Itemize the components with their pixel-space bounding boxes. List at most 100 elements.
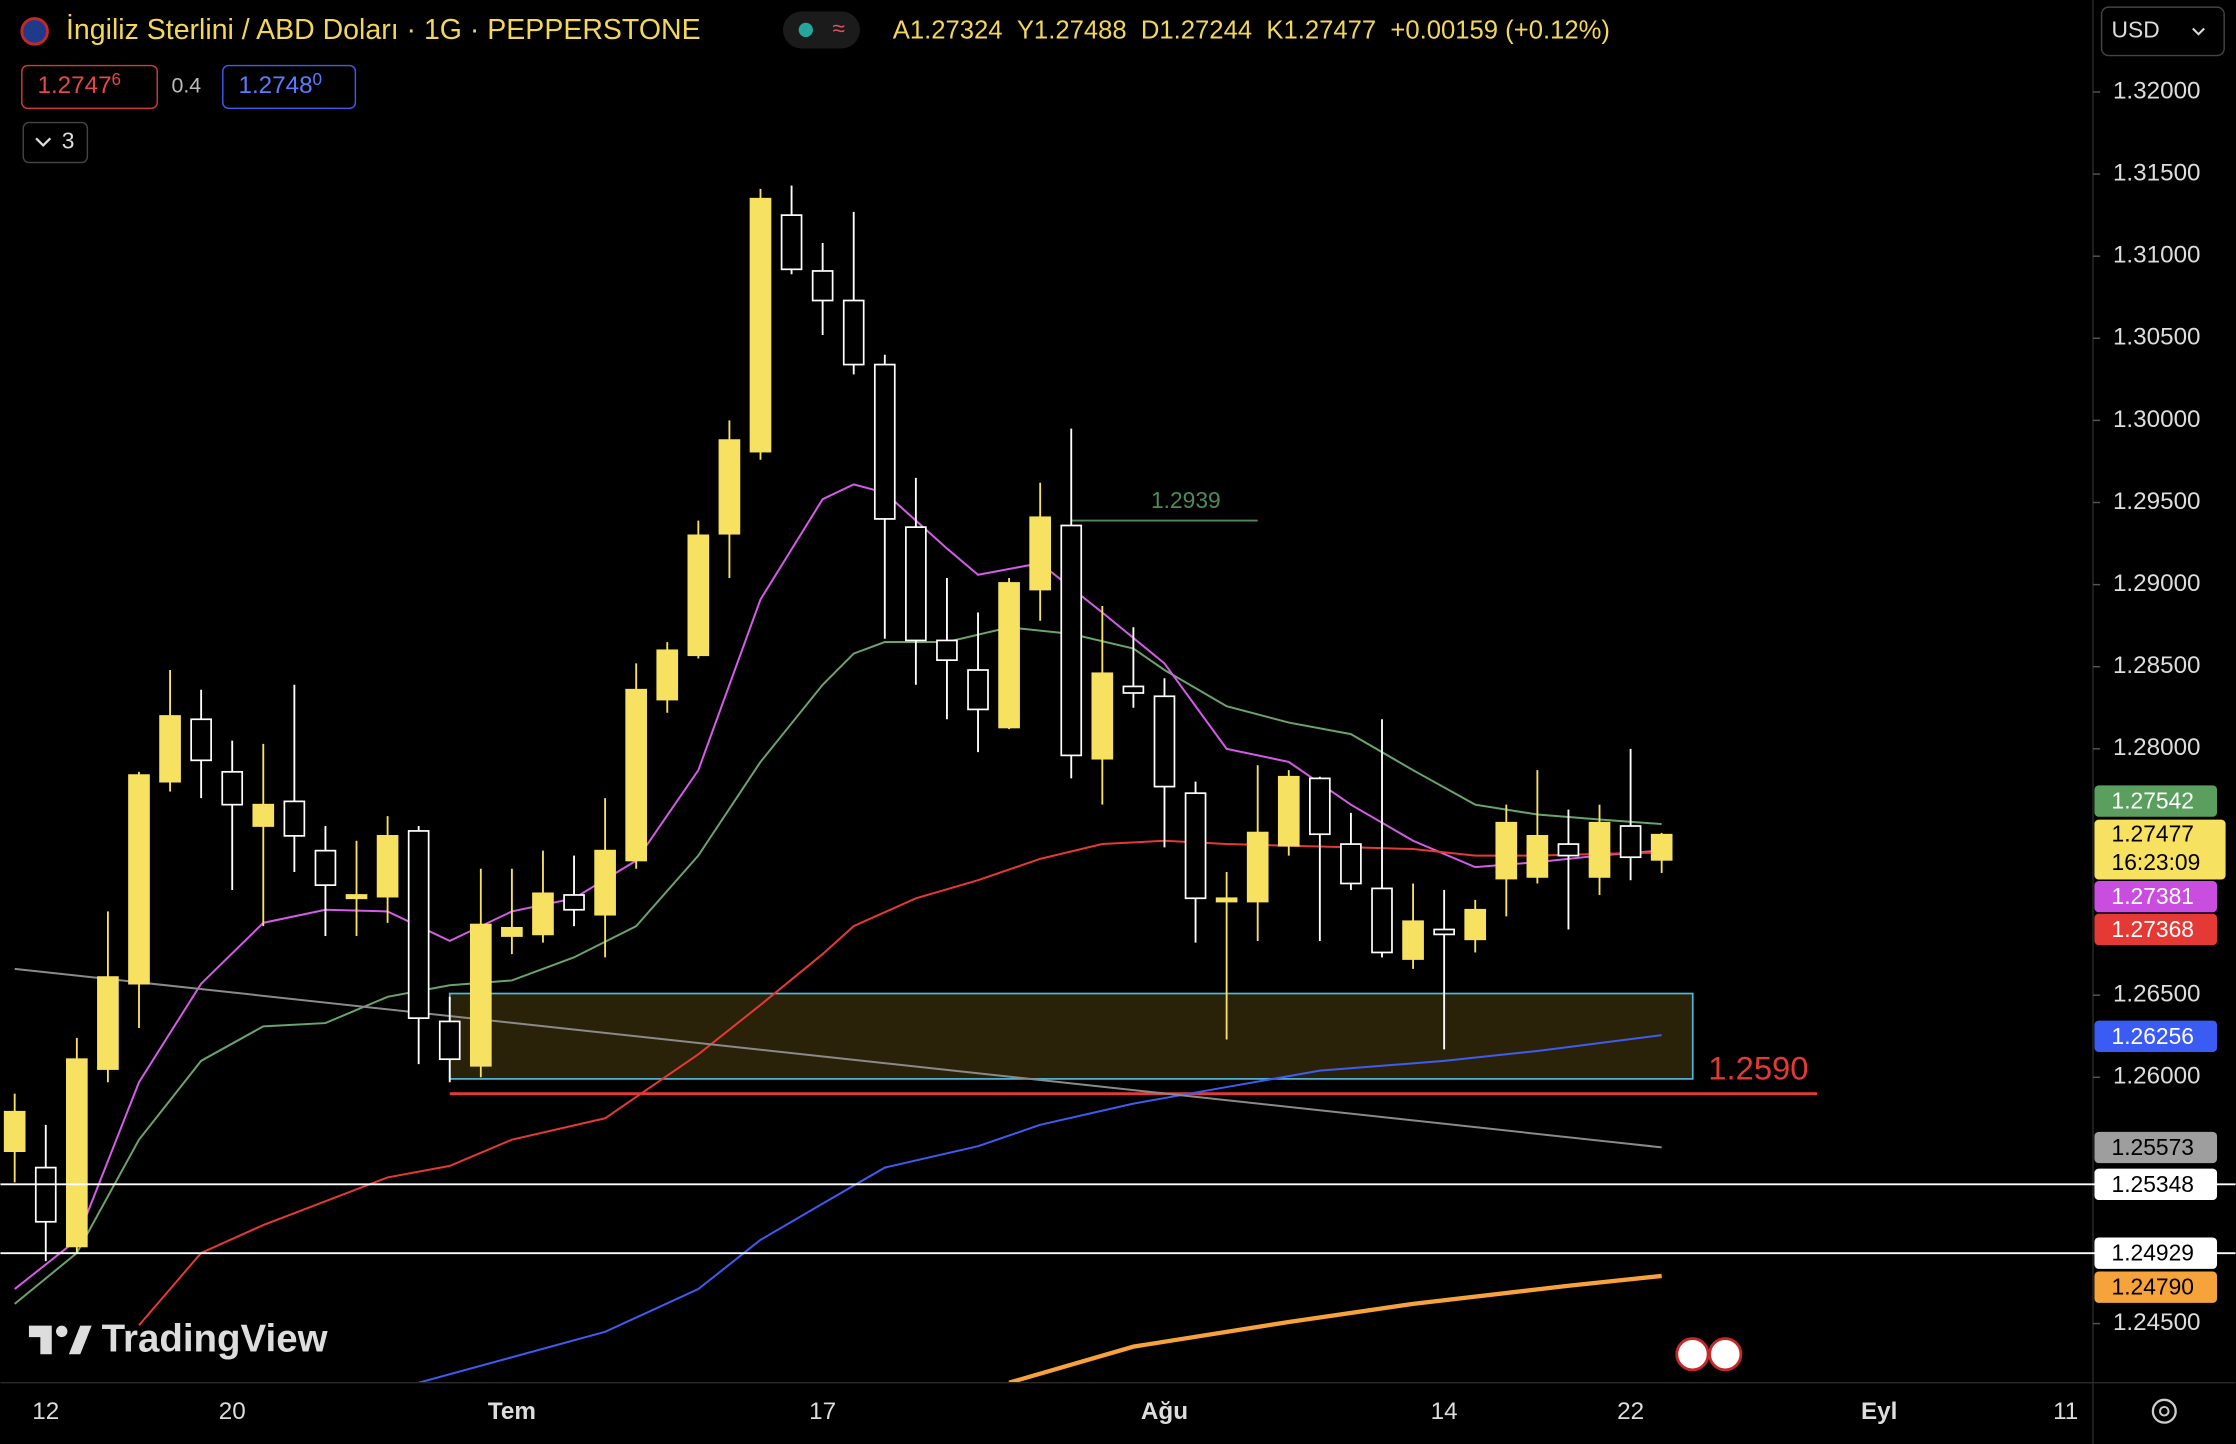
price-tag: [2094, 1131, 2218, 1164]
logo-text: TradingView: [102, 1318, 328, 1361]
indicator-line: [418, 1034, 1662, 1383]
price-tag: [2094, 880, 2218, 913]
candle-body: [1122, 685, 1145, 694]
candle-body: [1588, 821, 1611, 878]
ohlc-value: 1.27324: [910, 16, 1003, 44]
level-label: 1.2939: [1151, 487, 1221, 513]
ohlc-label: Y: [1017, 16, 1034, 44]
indicator-line: [138, 839, 1662, 1326]
candle-body: [66, 1058, 88, 1248]
price-tag: [2094, 1237, 2218, 1269]
buy-button[interactable]: [222, 64, 357, 110]
ohlc-label: A: [893, 16, 911, 44]
level-label: 1.2590: [1708, 1050, 1808, 1087]
ohlc-readout: A1.27324 Y1.27488 D1.27244 K1.27477 +0.00159…: [893, 16, 1610, 44]
candle-body: [1402, 920, 1424, 960]
candle-body: [1277, 775, 1300, 847]
candle-body: [905, 526, 927, 642]
sell-button[interactable]: [21, 64, 158, 110]
x-tick-label: Eyl: [1861, 1398, 1897, 1425]
price-tag: [2094, 1168, 2218, 1201]
candle-body: [283, 800, 306, 837]
candle-body: [1340, 843, 1362, 885]
indicator-line: [14, 483, 1662, 1290]
candle-body: [1215, 897, 1238, 903]
logo-mark: [56, 1325, 68, 1338]
candle-body: [625, 688, 648, 862]
price-tag-label: 1.27542: [2112, 788, 2194, 814]
price-tag-label: 1.24790: [2112, 1274, 2194, 1300]
x-tick-label: 12: [32, 1398, 59, 1425]
event-flag[interactable]: [1675, 1337, 1710, 1372]
candle-body: [1184, 792, 1207, 900]
candle-body: [1495, 821, 1518, 880]
y-tick-label: 1.30000: [2113, 406, 2201, 433]
status-pill[interactable]: [783, 11, 860, 49]
candle-body: [656, 649, 679, 701]
indicator-line: [1008, 1273, 1662, 1383]
symbol-flag: [20, 17, 49, 46]
candle-body: [501, 926, 523, 937]
sell-price-pip: 6: [112, 69, 122, 88]
candle-body: [407, 830, 430, 1019]
candle-body: [563, 894, 585, 911]
status-dot: [798, 22, 813, 38]
currency-select[interactable]: [2100, 6, 2225, 57]
ohlc-label: K: [1266, 16, 1283, 44]
candle-body: [687, 534, 710, 657]
price-tag-label: 1.25348: [2112, 1171, 2194, 1197]
x-tick-label: 14: [1431, 1398, 1458, 1425]
x-tick-label: Tem: [488, 1398, 536, 1425]
logo-mark: [68, 1325, 92, 1355]
candle-body: [1650, 833, 1673, 861]
candle-body: [842, 299, 865, 366]
candle-body: [1619, 825, 1642, 859]
candle-body: [1371, 887, 1393, 954]
candle-body: [252, 803, 275, 827]
indicators-count: 3: [62, 128, 75, 154]
candle-body: [749, 197, 772, 453]
candle-body: [1464, 908, 1487, 941]
y-tick-label: 1.24500: [2113, 1309, 2201, 1336]
price-tag-label: 1.27381: [2112, 883, 2194, 909]
spread: 0.4: [171, 74, 201, 98]
buy-price-main: 1.2748: [238, 72, 312, 99]
indicators-toggle[interactable]: [22, 121, 89, 164]
candle-body: [998, 582, 1020, 729]
candle-body: [967, 669, 989, 711]
x-tick-label: 20: [219, 1398, 246, 1425]
y-tick-label: 1.26000: [2113, 1063, 2201, 1090]
ohlc-value: 1.27488: [1034, 16, 1127, 44]
y-tick-label: 1.29000: [2113, 570, 2201, 597]
price-tag: [2094, 913, 2218, 946]
candle-body: [221, 770, 244, 806]
x-tick-label: 22: [1617, 1398, 1644, 1425]
candle-body: [3, 1110, 26, 1153]
candle-body: [1091, 672, 1114, 760]
chevron-icon: [2192, 27, 2205, 36]
logo-mark: [28, 1325, 52, 1355]
settings-icon[interactable]: [2151, 1398, 2177, 1424]
price-tag-label: 1.25573: [2112, 1134, 2194, 1160]
ohlc-value: 1.27244: [1159, 16, 1252, 44]
price-tag: [2094, 785, 2218, 817]
event-flag[interactable]: [1708, 1337, 1743, 1372]
candle-body: [873, 363, 896, 520]
sell-price: 1.27476: [37, 69, 121, 99]
candle-body: [159, 715, 181, 783]
price-tag: [2094, 1271, 2218, 1303]
y-tick-label: 1.28000: [2113, 734, 2201, 761]
candle-body: [1060, 524, 1083, 757]
candle-body: [1526, 835, 1549, 878]
symbol-title[interactable]: İngiliz Sterlini / ABD Doları · 1G · PEP…: [66, 14, 701, 46]
last-price-tag: [2094, 819, 2226, 880]
candle-body: [190, 718, 212, 762]
price-tag: [2094, 1020, 2218, 1052]
price-tag-label: 1.24929: [2112, 1240, 2194, 1266]
demand-zone: [448, 992, 1694, 1080]
y-tick-label: 1.30500: [2113, 324, 2201, 351]
y-tick-label: 1.26500: [2113, 981, 2201, 1008]
candle-body: [1433, 928, 1455, 936]
